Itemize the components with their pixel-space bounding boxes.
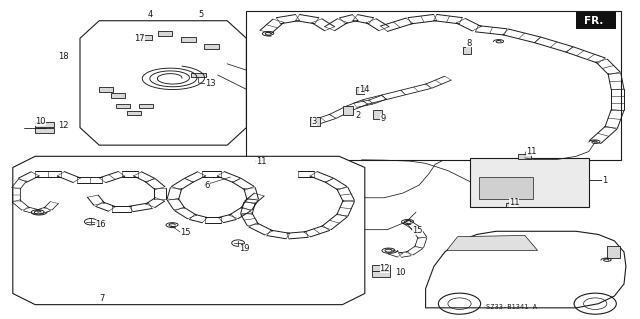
Polygon shape	[426, 231, 626, 308]
Bar	[191, 73, 206, 77]
Bar	[99, 87, 113, 92]
Bar	[372, 110, 383, 119]
Text: 2: 2	[355, 111, 360, 120]
Text: SZ33-B1341 A: SZ33-B1341 A	[486, 304, 538, 310]
Text: 8: 8	[466, 39, 471, 48]
Bar	[310, 117, 320, 126]
Bar	[607, 246, 620, 258]
Bar	[251, 158, 265, 163]
Text: 5: 5	[198, 10, 204, 19]
Bar	[116, 104, 130, 108]
Text: 16: 16	[95, 220, 106, 229]
Bar	[372, 265, 390, 271]
Text: 6: 6	[205, 181, 210, 189]
Text: 13: 13	[205, 79, 216, 88]
Bar	[111, 93, 125, 98]
Bar	[506, 203, 518, 207]
Bar	[158, 31, 172, 36]
Bar	[344, 106, 353, 115]
Text: 14: 14	[359, 85, 369, 94]
Bar	[35, 128, 54, 133]
Text: 10: 10	[35, 117, 45, 126]
Text: 3: 3	[312, 117, 317, 126]
Text: 17: 17	[134, 34, 145, 43]
Bar	[35, 122, 54, 127]
Text: 12: 12	[58, 121, 68, 130]
Text: 11: 11	[509, 198, 519, 207]
Polygon shape	[447, 235, 538, 250]
Bar	[246, 11, 621, 159]
Bar	[139, 104, 153, 108]
Text: 11: 11	[256, 157, 266, 166]
Polygon shape	[80, 21, 246, 145]
Bar	[138, 35, 152, 40]
Bar	[518, 154, 531, 159]
Text: 4: 4	[147, 10, 152, 19]
Text: 9: 9	[380, 114, 385, 122]
Bar	[479, 177, 533, 199]
Polygon shape	[13, 156, 365, 305]
Text: 11: 11	[526, 147, 536, 156]
Bar	[204, 44, 219, 48]
Text: 15: 15	[180, 228, 191, 237]
Text: 19: 19	[239, 244, 249, 253]
Bar	[576, 12, 616, 29]
Text: 7: 7	[99, 294, 104, 303]
Bar	[127, 111, 141, 115]
Text: 1: 1	[602, 176, 607, 185]
Text: 18: 18	[58, 52, 68, 61]
Text: 12: 12	[380, 264, 390, 273]
Bar	[470, 158, 589, 207]
Bar	[372, 271, 390, 277]
Bar	[181, 37, 196, 42]
Text: 15: 15	[412, 226, 422, 235]
Bar	[356, 87, 364, 94]
Text: FR.: FR.	[584, 16, 604, 26]
Bar	[463, 47, 471, 54]
Text: 10: 10	[395, 268, 405, 277]
